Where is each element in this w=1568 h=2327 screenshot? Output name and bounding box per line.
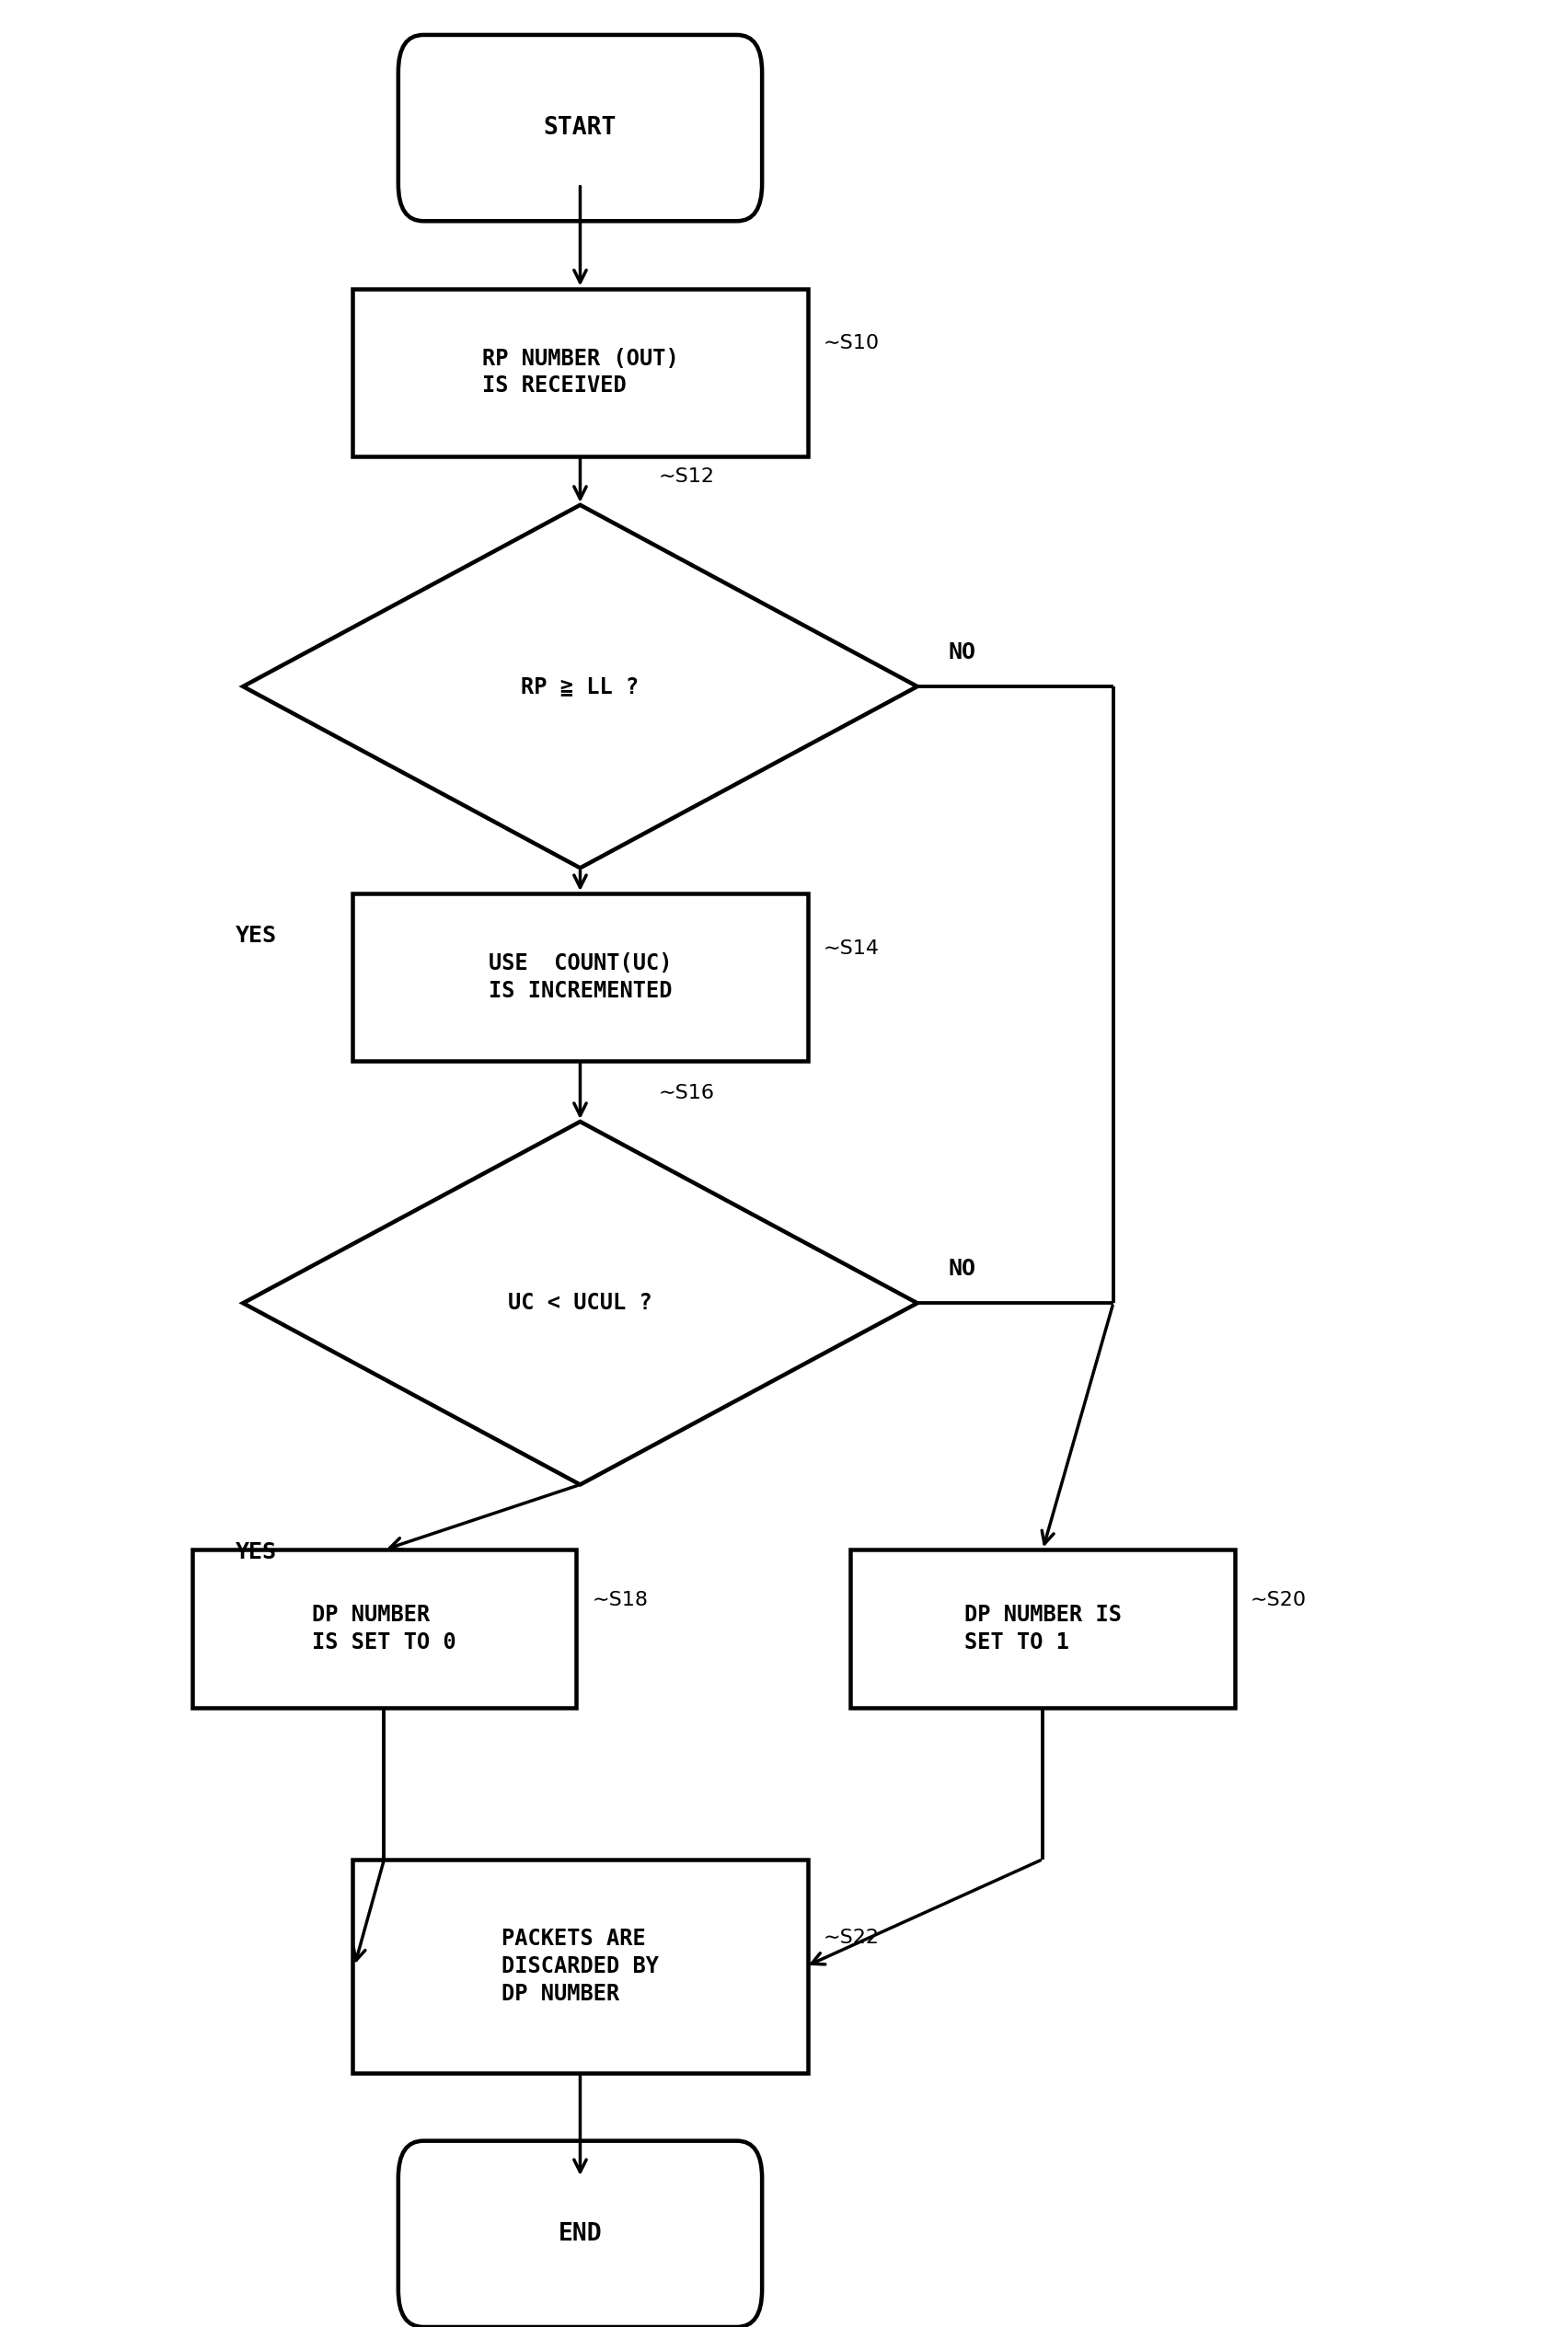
- Text: ∼S22: ∼S22: [823, 1929, 880, 1948]
- Polygon shape: [243, 1122, 917, 1485]
- Polygon shape: [243, 505, 917, 868]
- Text: DP NUMBER
IS SET TO 0: DP NUMBER IS SET TO 0: [312, 1603, 456, 1654]
- Text: ∼S18: ∼S18: [591, 1592, 648, 1610]
- Text: YES: YES: [235, 924, 276, 947]
- Text: USE  COUNT(UC)
IS INCREMENTED: USE COUNT(UC) IS INCREMENTED: [488, 952, 673, 1003]
- Text: NO: NO: [949, 1257, 977, 1280]
- Text: DP NUMBER IS
SET TO 1: DP NUMBER IS SET TO 1: [964, 1603, 1121, 1654]
- Text: PACKETS ARE
DISCARDED BY
DP NUMBER: PACKETS ARE DISCARDED BY DP NUMBER: [502, 1929, 659, 2004]
- Text: ∼S12: ∼S12: [659, 468, 715, 486]
- FancyBboxPatch shape: [353, 1859, 808, 2073]
- FancyBboxPatch shape: [353, 289, 808, 456]
- FancyBboxPatch shape: [398, 35, 762, 221]
- Text: ∼S14: ∼S14: [823, 940, 880, 959]
- Text: NO: NO: [949, 640, 977, 663]
- Text: ∼S20: ∼S20: [1251, 1592, 1306, 1610]
- Text: RP NUMBER (OUT)
IS RECEIVED: RP NUMBER (OUT) IS RECEIVED: [481, 347, 679, 398]
- Text: END: END: [558, 2222, 602, 2246]
- Text: RP ≧ LL ?: RP ≧ LL ?: [521, 675, 640, 698]
- Text: UC < UCUL ?: UC < UCUL ?: [508, 1291, 652, 1315]
- Text: START: START: [544, 116, 616, 140]
- FancyBboxPatch shape: [353, 894, 808, 1061]
- FancyBboxPatch shape: [191, 1550, 575, 1708]
- Text: ∼S16: ∼S16: [659, 1084, 715, 1103]
- FancyBboxPatch shape: [398, 2141, 762, 2327]
- Text: ∼S10: ∼S10: [823, 335, 880, 354]
- FancyBboxPatch shape: [850, 1550, 1236, 1708]
- Text: YES: YES: [235, 1540, 276, 1564]
